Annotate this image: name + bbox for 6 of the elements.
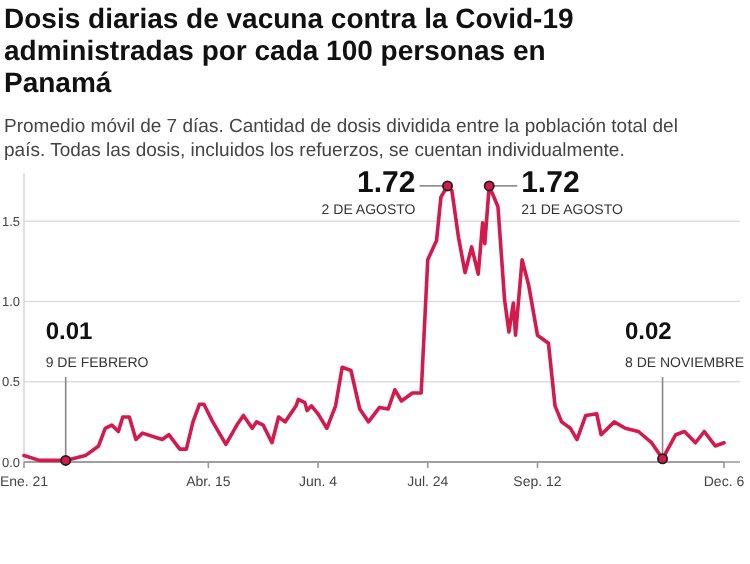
annotation: 1.72 (521, 165, 580, 200)
annotation: 1.72 (357, 165, 416, 200)
chart-title: Dosis diarias de vacuna contra la Covid-19 administradas por cada 100 personas en Panamá (4, 2, 574, 98)
annotation: 0.01 (45, 316, 94, 345)
annotation: 0.02 (624, 316, 673, 345)
chart-subtitle: Promedio móvil de 7 días. Cantidad de dosis dividida entre la población total del país. Todas las dosis, incluidos los refuerzos, se cuentan individualmente. (4, 116, 678, 162)
